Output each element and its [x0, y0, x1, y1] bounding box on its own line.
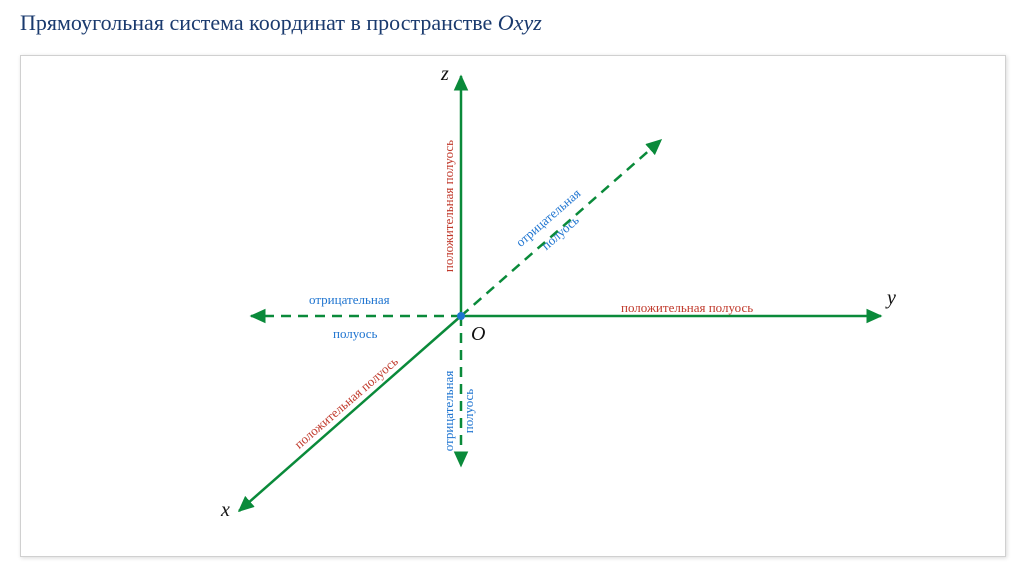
svg-text:x: x	[220, 499, 230, 521]
svg-text:y: y	[885, 287, 896, 309]
svg-text:отрицательная: отрицательная	[309, 292, 390, 307]
coordinate-diagram: y z x Oположительная полуось отрицательная по…	[21, 56, 1005, 556]
svg-text:положительная полуось: положительная полуось	[441, 140, 456, 272]
title-system: Oxyz	[498, 10, 542, 35]
page-title: Прямоугольная система координат в простр…	[20, 10, 542, 36]
svg-text:положительная полуось: положительная полуось	[621, 300, 753, 315]
svg-text:полуось: полуось	[461, 389, 476, 434]
svg-text:полуось: полуось	[333, 326, 378, 341]
svg-text:O: O	[471, 323, 485, 345]
diagram-frame: y z x Oположительная полуось отрицательная по…	[20, 55, 1006, 557]
title-text: Прямоугольная система координат в простр…	[20, 10, 498, 35]
svg-text:положительная полуось: положительная полуось	[291, 354, 401, 452]
svg-text:отрицательная: отрицательная	[441, 371, 456, 452]
svg-text:z: z	[440, 63, 449, 85]
